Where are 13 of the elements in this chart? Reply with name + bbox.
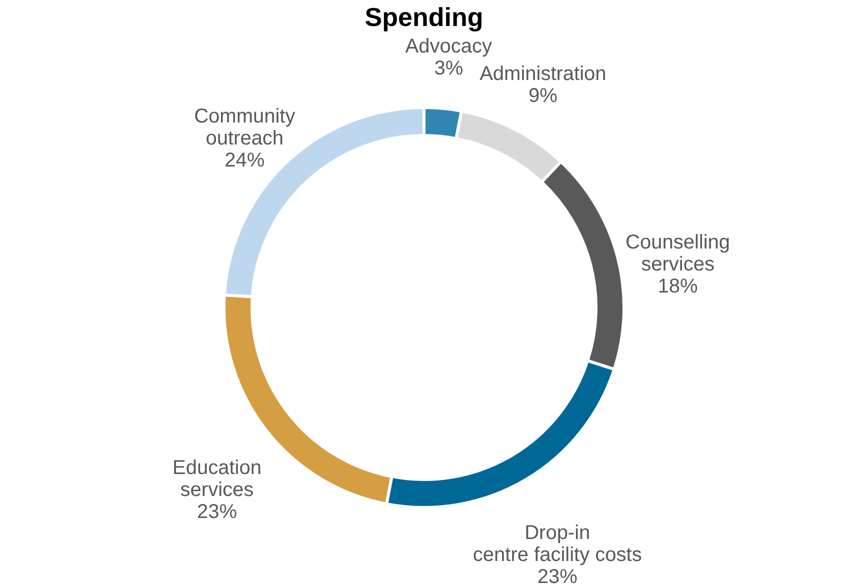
data-label: 24%	[224, 150, 265, 172]
slice-label: Counselling services	[626, 231, 730, 276]
slice-label: Education services	[172, 457, 262, 502]
slice-label: Community outreach	[194, 106, 296, 150]
slice-label: Administration	[480, 63, 606, 86]
data-label: 18%	[658, 275, 698, 298]
slice-label: Advocacy	[405, 36, 492, 58]
data-label: 23%	[537, 566, 578, 585]
chart-title: Spending	[364, 2, 484, 32]
data-label: 9%	[528, 85, 558, 108]
data-label: 3%	[434, 58, 464, 80]
slice-label: Drop-in centre facility costs	[472, 522, 642, 566]
data-label: 23%	[196, 501, 238, 524]
